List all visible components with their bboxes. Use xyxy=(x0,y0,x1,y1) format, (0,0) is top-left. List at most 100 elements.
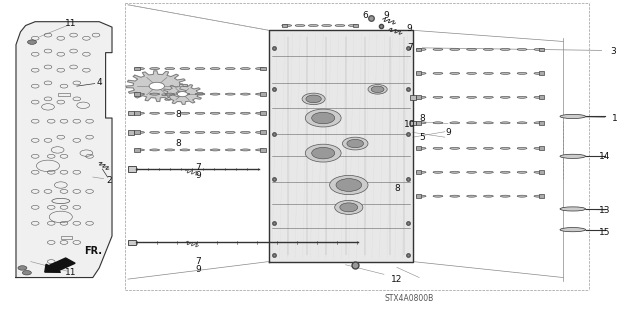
Ellipse shape xyxy=(180,93,190,95)
Bar xyxy=(128,111,134,115)
Ellipse shape xyxy=(450,72,460,74)
Ellipse shape xyxy=(517,195,527,197)
Text: 2: 2 xyxy=(106,176,111,185)
Ellipse shape xyxy=(416,195,426,197)
Ellipse shape xyxy=(450,147,460,149)
Ellipse shape xyxy=(241,149,250,151)
Ellipse shape xyxy=(517,96,527,98)
Polygon shape xyxy=(126,71,188,101)
Ellipse shape xyxy=(195,149,205,151)
Circle shape xyxy=(312,147,335,159)
Ellipse shape xyxy=(210,68,220,70)
Bar xyxy=(134,148,140,152)
Circle shape xyxy=(340,203,358,212)
Ellipse shape xyxy=(150,93,159,95)
Ellipse shape xyxy=(517,147,527,149)
Text: 7: 7 xyxy=(407,43,412,52)
Ellipse shape xyxy=(467,171,477,173)
Ellipse shape xyxy=(483,171,493,173)
Ellipse shape xyxy=(433,48,443,50)
Bar xyxy=(416,170,421,174)
Text: 13: 13 xyxy=(599,206,611,215)
Bar xyxy=(539,146,544,150)
Text: 10: 10 xyxy=(404,120,415,129)
Text: 9: 9 xyxy=(196,265,201,274)
Text: 11: 11 xyxy=(65,19,76,28)
Ellipse shape xyxy=(416,122,426,124)
Ellipse shape xyxy=(195,68,205,70)
Ellipse shape xyxy=(534,147,544,149)
Ellipse shape xyxy=(560,154,586,159)
Circle shape xyxy=(28,40,36,44)
Ellipse shape xyxy=(241,68,250,70)
Ellipse shape xyxy=(500,122,510,124)
Ellipse shape xyxy=(241,131,250,133)
Ellipse shape xyxy=(134,68,145,70)
Text: 8: 8 xyxy=(394,184,399,193)
Bar xyxy=(134,67,140,70)
Ellipse shape xyxy=(165,112,175,114)
Text: FR.: FR. xyxy=(84,246,102,256)
Bar xyxy=(134,111,140,115)
Circle shape xyxy=(330,175,368,195)
Ellipse shape xyxy=(467,72,477,74)
Polygon shape xyxy=(16,22,112,278)
Text: 9: 9 xyxy=(383,11,388,20)
Ellipse shape xyxy=(483,48,493,50)
Circle shape xyxy=(371,86,384,93)
Ellipse shape xyxy=(180,68,190,70)
Ellipse shape xyxy=(282,25,292,26)
Text: 8: 8 xyxy=(175,110,180,119)
Bar xyxy=(416,146,421,150)
Ellipse shape xyxy=(225,149,235,151)
Bar xyxy=(416,71,421,75)
Ellipse shape xyxy=(560,228,586,232)
Ellipse shape xyxy=(180,112,190,114)
Circle shape xyxy=(335,200,363,214)
Polygon shape xyxy=(269,30,413,262)
Ellipse shape xyxy=(534,96,544,98)
Ellipse shape xyxy=(517,72,527,74)
Circle shape xyxy=(18,266,27,270)
Ellipse shape xyxy=(416,72,426,74)
Ellipse shape xyxy=(534,171,544,173)
Bar xyxy=(539,194,544,198)
Ellipse shape xyxy=(416,48,426,50)
Circle shape xyxy=(336,179,362,191)
Bar xyxy=(539,71,544,75)
Ellipse shape xyxy=(467,48,477,50)
Text: 8: 8 xyxy=(420,114,425,122)
Ellipse shape xyxy=(500,171,510,173)
Text: 1: 1 xyxy=(612,114,617,122)
Text: STX4A0800B: STX4A0800B xyxy=(385,294,434,303)
Ellipse shape xyxy=(134,149,145,151)
Circle shape xyxy=(342,137,368,150)
Circle shape xyxy=(149,82,164,90)
Ellipse shape xyxy=(433,171,443,173)
Ellipse shape xyxy=(134,131,145,133)
Text: 5: 5 xyxy=(420,133,425,142)
Ellipse shape xyxy=(255,149,266,151)
Ellipse shape xyxy=(255,68,266,70)
Ellipse shape xyxy=(483,122,493,124)
Bar xyxy=(539,121,544,125)
Ellipse shape xyxy=(308,25,318,26)
Ellipse shape xyxy=(433,195,443,197)
Ellipse shape xyxy=(500,48,510,50)
Ellipse shape xyxy=(416,171,426,173)
Ellipse shape xyxy=(467,96,477,98)
Ellipse shape xyxy=(195,131,205,133)
Ellipse shape xyxy=(467,195,477,197)
Ellipse shape xyxy=(255,93,266,95)
Ellipse shape xyxy=(467,122,477,124)
Circle shape xyxy=(312,112,335,124)
Bar xyxy=(260,130,266,134)
Ellipse shape xyxy=(483,195,493,197)
Text: 7: 7 xyxy=(196,257,201,266)
Circle shape xyxy=(368,85,387,94)
Bar xyxy=(539,95,544,99)
Ellipse shape xyxy=(517,48,527,50)
Bar xyxy=(416,95,421,99)
Ellipse shape xyxy=(225,93,235,95)
Bar xyxy=(410,95,416,100)
